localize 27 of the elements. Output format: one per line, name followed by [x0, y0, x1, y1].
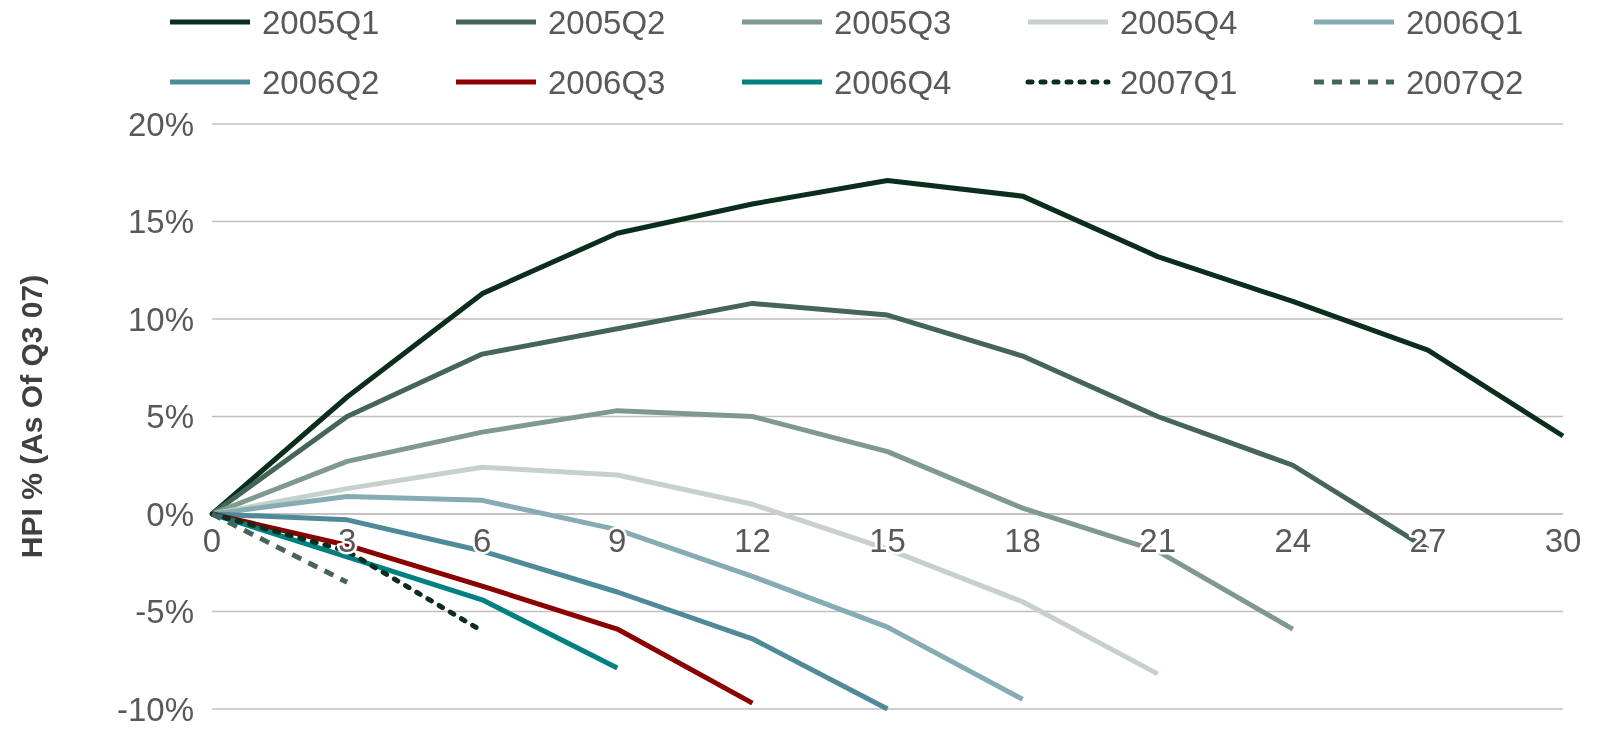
legend-label: 2007Q2: [1406, 63, 1524, 101]
x-tick-label: 18: [1004, 522, 1041, 559]
x-tick-label: 12: [734, 522, 771, 559]
legend-label: 2006Q1: [1406, 3, 1524, 41]
y-axis-title: HPI % (As Of Q3 07): [15, 274, 48, 559]
x-tick-label: 30: [1544, 522, 1582, 559]
legend-label: 2005Q2: [548, 3, 666, 41]
y-tick-label: 20%: [127, 105, 194, 143]
y-tick-label: 0%: [146, 495, 194, 533]
y-tick-label: 10%: [127, 300, 194, 338]
legend-label: 2006Q2: [262, 63, 380, 101]
y-tick-label: -10%: [116, 690, 194, 728]
legend-label: 2005Q3: [834, 3, 952, 41]
x-tick-label: 24: [1274, 522, 1312, 559]
legend-label: 2006Q4: [834, 63, 952, 101]
y-tick-label: 15%: [127, 203, 194, 241]
x-tick-label: 21: [1139, 522, 1177, 559]
x-tick-label: 15: [869, 522, 906, 559]
x-tick-label: 9: [608, 522, 627, 559]
x-tick-label: 0: [202, 522, 222, 559]
legend-label: 2005Q1: [262, 3, 380, 41]
legend-label: 2005Q4: [1120, 3, 1238, 41]
y-tick-label: -5%: [135, 593, 194, 631]
legend-label: 2007Q1: [1120, 63, 1238, 101]
y-tick-label: 5%: [146, 398, 194, 436]
x-tick-label: 27: [1409, 522, 1447, 559]
legend-label: 2006Q3: [548, 63, 666, 101]
